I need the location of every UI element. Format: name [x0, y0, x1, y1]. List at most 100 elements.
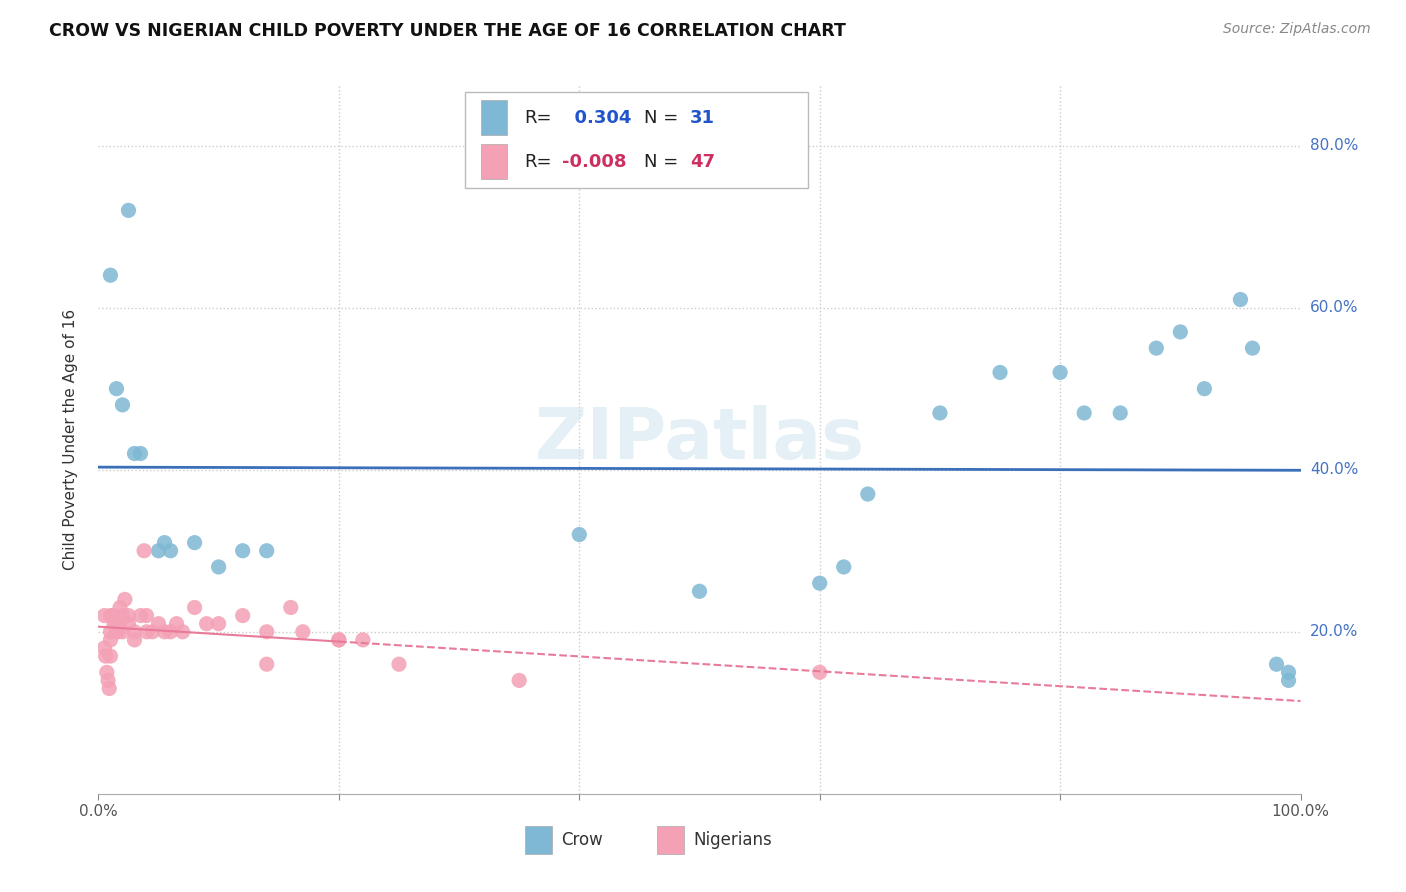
FancyBboxPatch shape	[465, 92, 807, 187]
Point	[98, 681, 121, 696]
Point	[94, 649, 117, 664]
Point	[153, 624, 176, 639]
Point	[117, 608, 139, 623]
Point	[291, 624, 314, 639]
Point	[141, 624, 163, 639]
Text: 31: 31	[690, 109, 714, 127]
Point	[159, 543, 181, 558]
Point	[117, 203, 139, 218]
Point	[114, 592, 136, 607]
Point	[108, 600, 131, 615]
Point	[568, 527, 591, 541]
Point	[1194, 382, 1216, 396]
Text: CROW VS NIGERIAN CHILD POVERTY UNDER THE AGE OF 16 CORRELATION CHART: CROW VS NIGERIAN CHILD POVERTY UNDER THE…	[49, 22, 846, 40]
Point	[508, 673, 530, 688]
Point	[124, 446, 146, 460]
Point	[124, 632, 146, 647]
Text: R=: R=	[524, 109, 551, 127]
Point	[166, 616, 188, 631]
Point	[328, 632, 350, 647]
Text: -0.008: -0.008	[562, 153, 627, 170]
Point	[111, 398, 134, 412]
Point	[183, 535, 205, 549]
Point	[93, 640, 115, 655]
Point	[159, 624, 181, 639]
Text: Nigerians: Nigerians	[693, 831, 772, 849]
Text: 80.0%: 80.0%	[1310, 138, 1358, 153]
Point	[107, 624, 129, 639]
Point	[101, 608, 124, 623]
Text: 20.0%: 20.0%	[1310, 624, 1358, 640]
Point	[256, 657, 278, 672]
Point	[153, 535, 176, 549]
Point	[132, 543, 155, 558]
Point	[1170, 325, 1192, 339]
Text: R=: R=	[524, 153, 551, 170]
Point	[208, 616, 231, 631]
Point	[808, 665, 831, 680]
Point	[352, 632, 374, 647]
Point	[232, 543, 254, 558]
Point	[103, 616, 125, 631]
Point	[183, 600, 205, 615]
Point	[135, 608, 157, 623]
Text: 0.304: 0.304	[562, 109, 631, 127]
Point	[1265, 657, 1288, 672]
Point	[1277, 665, 1299, 680]
Point	[256, 543, 278, 558]
Point	[105, 624, 128, 639]
Point	[1049, 366, 1071, 380]
Point	[1109, 406, 1132, 420]
Point	[129, 608, 152, 623]
Point	[148, 616, 170, 631]
Text: N =: N =	[644, 153, 679, 170]
Point	[808, 576, 831, 591]
Point	[100, 624, 122, 639]
FancyBboxPatch shape	[481, 100, 508, 136]
Text: ZIPatlas: ZIPatlas	[534, 405, 865, 474]
Point	[135, 624, 157, 639]
Point	[96, 665, 118, 680]
Point	[93, 608, 115, 623]
Point	[856, 487, 879, 501]
Point	[1144, 341, 1167, 355]
Point	[208, 560, 231, 574]
Point	[148, 543, 170, 558]
Point	[280, 600, 302, 615]
Point	[129, 446, 152, 460]
Point	[97, 673, 120, 688]
Point	[1229, 293, 1251, 307]
FancyBboxPatch shape	[481, 144, 508, 179]
Point	[1073, 406, 1095, 420]
Point	[100, 649, 122, 664]
FancyBboxPatch shape	[658, 826, 683, 855]
Point	[1241, 341, 1264, 355]
Text: 60.0%: 60.0%	[1310, 300, 1358, 315]
Point	[124, 624, 146, 639]
Point	[100, 608, 122, 623]
Point	[195, 616, 218, 631]
Y-axis label: Child Poverty Under the Age of 16: Child Poverty Under the Age of 16	[63, 309, 77, 570]
Point	[105, 382, 128, 396]
Point	[117, 616, 139, 631]
Point	[388, 657, 411, 672]
Point	[111, 624, 134, 639]
Point	[256, 624, 278, 639]
Point	[232, 608, 254, 623]
Text: Source: ZipAtlas.com: Source: ZipAtlas.com	[1223, 22, 1371, 37]
Text: 47: 47	[690, 153, 714, 170]
Point	[928, 406, 950, 420]
Text: Crow: Crow	[561, 831, 603, 849]
Point	[1277, 673, 1299, 688]
Text: 40.0%: 40.0%	[1310, 462, 1358, 477]
Point	[108, 616, 131, 631]
Point	[832, 560, 855, 574]
Point	[688, 584, 710, 599]
Point	[111, 608, 134, 623]
Point	[100, 632, 122, 647]
Point	[988, 366, 1011, 380]
Point	[172, 624, 194, 639]
Point	[100, 268, 122, 283]
Point	[328, 632, 350, 647]
Text: N =: N =	[644, 109, 679, 127]
